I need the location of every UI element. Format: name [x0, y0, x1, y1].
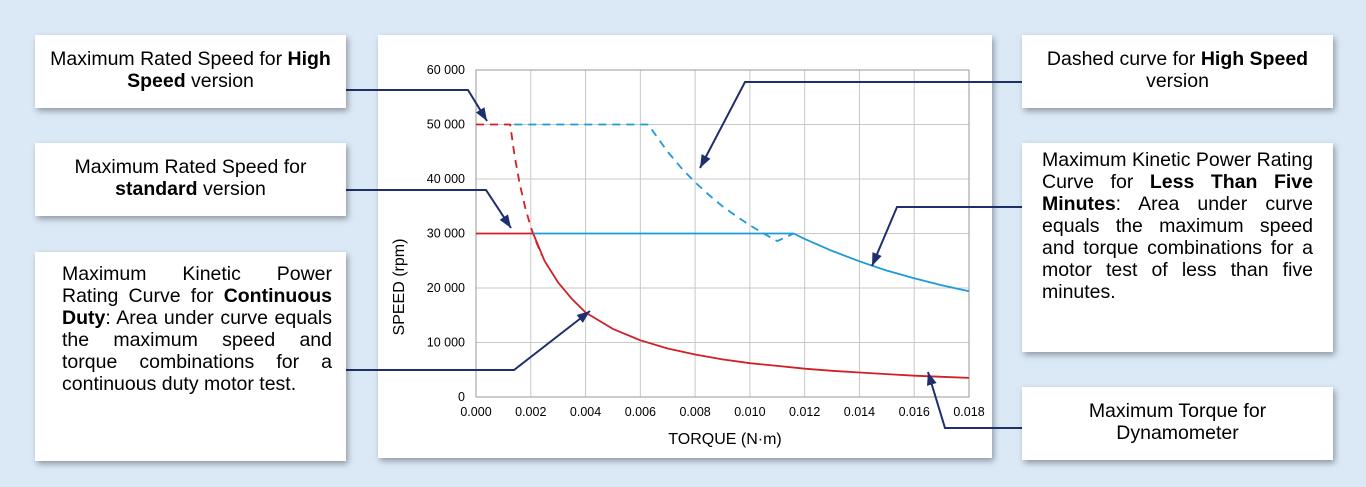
tick-labels: 0.000 0.002 0.004 0.006 0.008 0.010 0.012 0.014… [427, 63, 985, 419]
callout-text: Maximum Rated Speed for [50, 48, 288, 70]
pointer-max-rated-speed-standard [346, 189, 512, 229]
x-tick-label: 0.004 [570, 405, 601, 419]
callout-less-than-five-minutes: Maximum Kinetic Power Rating Curve for L… [1022, 143, 1333, 352]
callout-text: : Area under curve equals the maximum sp… [1042, 193, 1313, 303]
pointer-max-rated-speed-standard-head [499, 214, 511, 228]
y-tick-label: 10 000 [427, 336, 465, 350]
x-tick-label: 0.016 [899, 405, 930, 419]
x-axis-title: TORQUE (N·m) [668, 431, 781, 448]
pointer-max-torque-dynamometer-head [926, 372, 937, 386]
y-tick-label: 0 [458, 390, 465, 404]
pointer-continuous-duty-head [576, 311, 590, 323]
x-tick-label: 0.012 [789, 405, 820, 419]
x-tick-label: 0.010 [734, 405, 765, 419]
callout-max-rated-speed-high: Maximum Rated Speed for High Speed versi… [35, 35, 346, 108]
red-solid-series-line [476, 232, 970, 379]
callout-bold: Less Than Five Minutes [1042, 171, 1313, 215]
y-tick-label: 50 000 [427, 118, 465, 132]
y-axis-title: SPEED (rpm) [391, 239, 408, 336]
callout-text: version [185, 70, 254, 92]
x-tick-label: 0.008 [679, 405, 710, 419]
callout-pointers [346, 81, 1022, 429]
callout-text: version [1146, 70, 1209, 92]
callout-text: Maximum Torque for Dynamometer [1088, 400, 1267, 444]
pointer-dashed-high-speed [699, 81, 1022, 169]
blue-dashed-series-line [514, 123, 795, 243]
y-tick-label: 30 000 [427, 227, 465, 241]
chart-panel [378, 35, 992, 458]
callout-text: : Area under curve equals the maxi­mum s… [62, 307, 332, 395]
callout-text: Maximum Kinetic Power Rating Curve for [62, 263, 332, 307]
callout-bold: standard [115, 178, 198, 200]
callout-bold: High Speed [1200, 48, 1309, 70]
callout-continuous-duty: Maximum Kinetic Power Rating Curve for C… [35, 252, 346, 461]
x-tick-label: 0.002 [515, 405, 546, 419]
x-tick-label: 0.006 [625, 405, 656, 419]
callout-max-rated-speed-standard: Maximum Rated Speed for standard version [35, 143, 346, 216]
blue-solid-series-line [533, 232, 970, 293]
callout-text: Maximum Rated Speed for [74, 156, 307, 178]
callout-text: Maximum Kinetic Power Rating Curve for [1042, 149, 1313, 193]
y-tick-label: 40 000 [427, 172, 465, 186]
y-tick-label: 20 000 [427, 281, 465, 295]
pointer-max-torque-dynamometer [927, 371, 1022, 429]
pointer-continuous-duty [346, 310, 591, 371]
pointer-dashed-high-speed-head [700, 154, 711, 168]
callout-text: version [197, 178, 266, 200]
series [476, 123, 970, 379]
pointer-max-rated-speed-high-head [475, 107, 487, 121]
x-tick-label: 0.014 [844, 405, 875, 419]
callout-bold: Contin­uous Duty [62, 285, 332, 329]
pointer-max-rated-speed-high [346, 89, 488, 122]
x-tick-label: 0.000 [460, 405, 491, 419]
callout-text: Dashed curve for [1046, 48, 1201, 70]
callout-dashed-high-speed: Dashed curve for High Speed version [1022, 35, 1333, 108]
pointer-less-than-five-minutes [871, 206, 1022, 267]
y-tick-label: 60 000 [427, 63, 465, 77]
x-tick-label: 0.018 [953, 405, 984, 419]
callout-bold: High Speed [127, 48, 331, 92]
callout-max-torque-dynamometer: Maximum Torque for Dynamometer [1022, 387, 1333, 460]
pointer-less-than-five-minutes-head [872, 252, 882, 266]
